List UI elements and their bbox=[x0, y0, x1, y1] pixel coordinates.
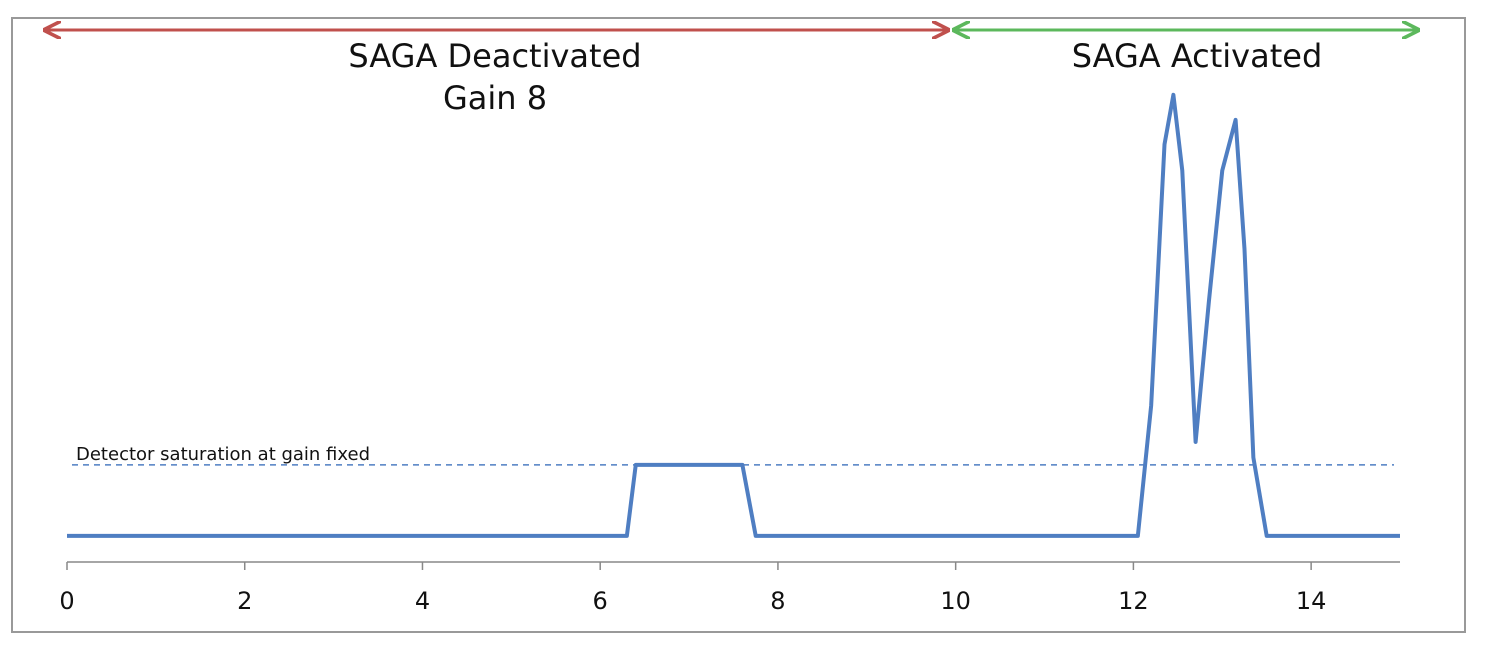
saturation-label: Detector saturation at gain fixed bbox=[76, 444, 370, 465]
x-tick-label: 4 bbox=[415, 587, 430, 615]
x-tick-label: 2 bbox=[237, 587, 252, 615]
x-tick-label: 8 bbox=[770, 587, 785, 615]
x-tick-label: 12 bbox=[1118, 587, 1149, 615]
annotation: SAGA Activated bbox=[1072, 37, 1323, 75]
annotation: Gain 8 bbox=[443, 79, 547, 117]
annotation: SAGA Deactivated bbox=[348, 37, 641, 75]
x-tick-label: 0 bbox=[59, 587, 74, 615]
x-tick-label: 6 bbox=[593, 587, 608, 615]
x-tick-label: 14 bbox=[1296, 587, 1327, 615]
x-tick-label: 10 bbox=[940, 587, 971, 615]
frame bbox=[11, 17, 1466, 633]
data-line bbox=[67, 92, 1400, 538]
